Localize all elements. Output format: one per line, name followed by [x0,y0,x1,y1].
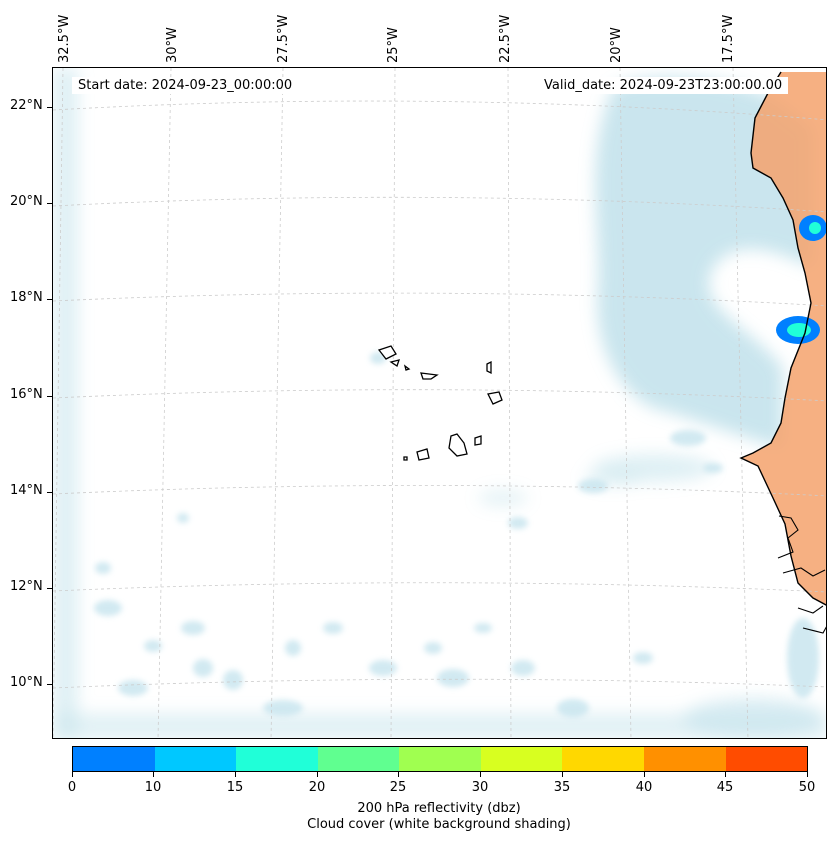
lat-label: 12°N [10,579,43,594]
colorbar-tick-label: 45 [716,780,734,795]
colorbar-segment [154,747,237,771]
colorbar-tick [153,772,154,777]
colorbar-tick-label: 35 [553,780,571,795]
lat-tick [47,492,52,493]
colorbar-tick [807,772,808,777]
lat-label: 22°N [10,98,43,113]
colorbar-title: 200 hPa reflectivity (dbz) Cloud cover (… [0,801,837,833]
colorbar-tick [317,772,318,777]
africa-land [741,72,826,605]
colorbar-segment [236,747,318,771]
lon-label: 27.5°W [276,14,291,63]
colorbar-tick [725,772,726,777]
colorbar-tick-label: 20 [308,780,326,795]
graticule [53,68,826,738]
colorbar-tick [235,772,236,777]
lat-label: 20°N [10,194,43,209]
colorbar-segment [73,747,155,771]
colorbar-tick [480,772,481,777]
colorbar-tick [72,772,73,777]
lon-label: 20°W [609,27,624,63]
coast-detail [777,515,826,634]
colorbar-tick-label: 50 [798,780,816,795]
lat-tick [47,396,52,397]
colorbar-tick [644,772,645,777]
lat-label: 18°N [10,290,43,305]
colorbar-segment [562,747,644,771]
reflectivity-echoes [776,215,826,344]
lat-tick [47,684,52,685]
lat-tick [47,107,52,108]
colorbar-title-line2: Cloud cover (white background shading) [307,817,571,832]
lon-label: 25°W [386,27,401,63]
african-coastline [739,71,826,606]
colorbar [72,746,808,772]
colorbar-segment [317,747,400,771]
colorbar-tick-label: 0 [67,780,77,795]
lat-tick [47,588,52,589]
lat-label: 16°N [10,387,43,402]
colorbar-segment [643,747,726,771]
lat-label: 10°N [10,675,43,690]
start-date-label: Start date: 2024-09-23_00:00:00 [72,77,299,94]
lat-label: 14°N [10,483,43,498]
map-panel[interactable] [52,67,827,739]
cape-verde-islands [377,345,503,461]
valid-date-label: Valid_date: 2024-09-23T23:00:00.00 [538,77,789,94]
colorbar-segment [399,747,481,771]
colorbar-segment [480,747,563,771]
lat-tick [47,203,52,204]
map-canvas [53,68,826,738]
scattered-clouds [94,352,819,717]
colorbar-title-line1: 200 hPa reflectivity (dbz) [357,801,521,816]
lon-label: 17.5°W [721,14,736,63]
colorbar-tick [562,772,563,777]
colorbar-tick-label: 10 [144,780,162,795]
cloud-cover-shading [53,68,826,738]
colorbar-segment [725,747,808,771]
lon-label: 32.5°W [57,14,72,63]
colorbar-tick [398,772,399,777]
lon-label: 30°W [165,27,180,63]
colorbar-tick-label: 25 [389,780,407,795]
colorbar-tick-label: 40 [635,780,653,795]
colorbar-tick-label: 30 [471,780,489,795]
lat-tick [47,299,52,300]
lon-label: 22.5°W [498,14,513,63]
colorbar-tick-label: 15 [226,780,244,795]
